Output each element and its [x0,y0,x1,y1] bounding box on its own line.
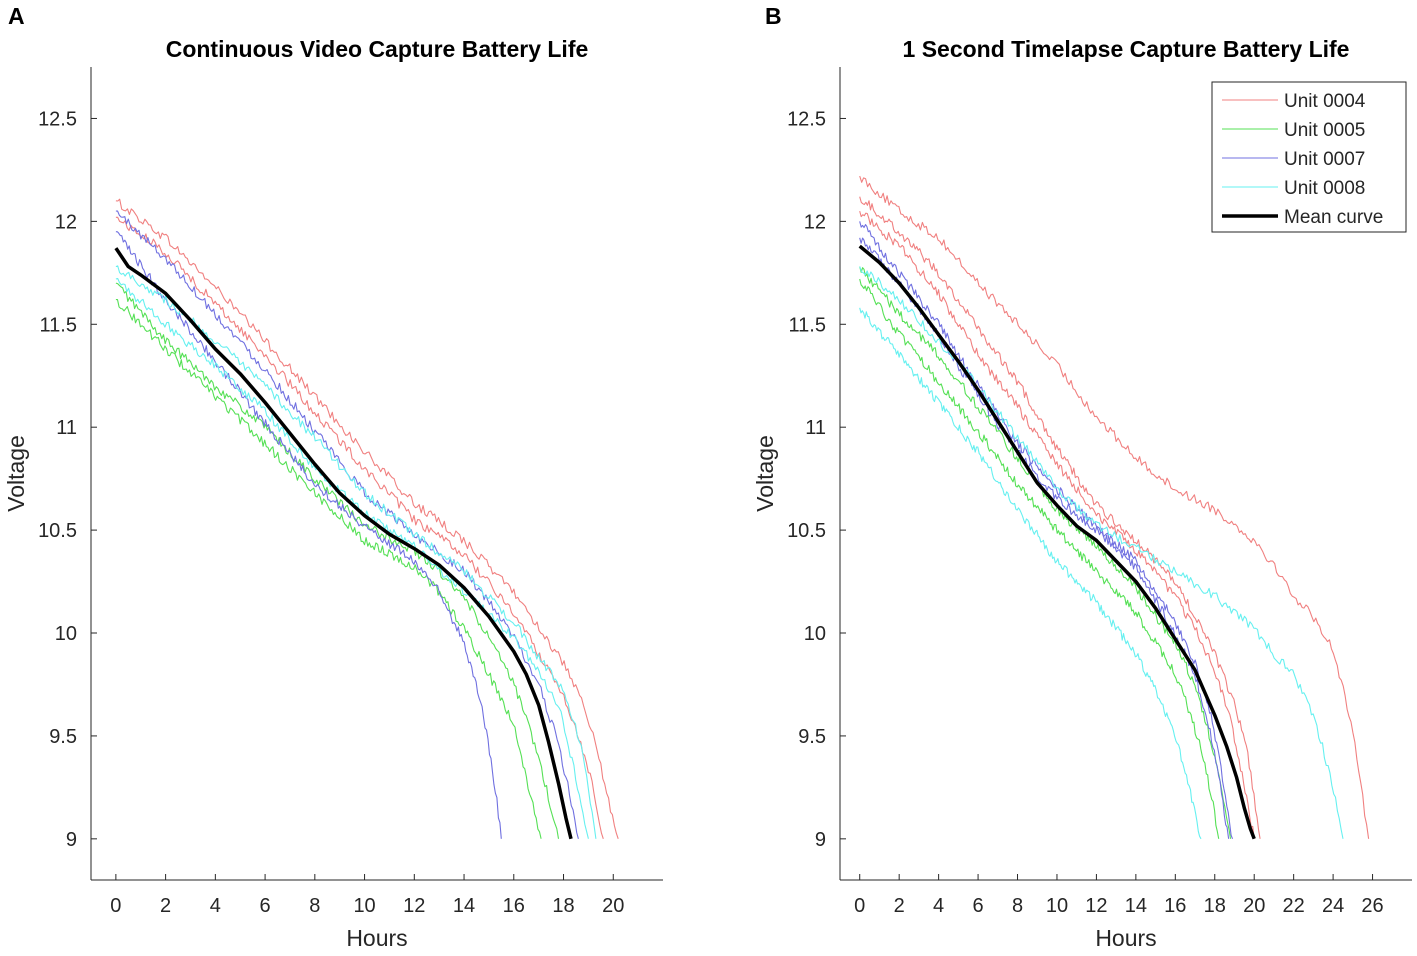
chart-title: 1 Second Timelapse Capture Battery Life [903,36,1350,62]
x-tick-label: 6 [973,895,984,917]
series-line-unit-0007 [115,231,502,839]
series-line-unit-0007 [859,221,1234,839]
x-tick-label: 12 [403,895,425,917]
chart-title: Continuous Video Capture Battery Life [166,36,589,62]
y-tick-label: 12.5 [787,108,826,130]
legend-label: Mean curve [1284,207,1383,228]
x-tick-label: 2 [894,895,905,917]
series-line-unit-0008 [859,307,1202,840]
x-tick-label: 2 [160,895,171,917]
x-tick-label: 8 [1012,895,1023,917]
series-line-unit-0007 [859,237,1230,839]
x-tick-label: 22 [1283,895,1305,917]
x-axis-title: Hours [1095,925,1156,951]
panel-letter: B [765,3,782,29]
y-tick-label: 9.5 [798,726,826,748]
series-line-unit-0005 [115,299,542,839]
y-tick-label: 11 [56,417,77,439]
y-tick-label: 10.5 [787,520,826,542]
legend-label: Unit 0005 [1284,120,1365,141]
x-tick-label: 8 [309,895,320,917]
legend-label: Unit 0007 [1284,149,1365,170]
legend-box [1211,81,1407,233]
x-tick-label: 20 [602,895,624,917]
x-axis-title: Hours [346,925,407,951]
x-tick-label: 16 [1164,895,1186,917]
x-tick-label: 0 [854,895,865,917]
series-line-unit-0004 [115,216,604,839]
y-tick-label: 11 [805,417,826,439]
x-tick-label: 4 [933,895,944,917]
x-tick-label: 18 [552,895,574,917]
chart-panel-b: B 1 Second Timelapse Capture Battery Life… [752,3,1412,951]
y-tick-label: 11.5 [789,314,826,336]
x-tick-label: 20 [1243,895,1265,917]
series-line-unit-0007 [115,210,579,839]
y-tick-label: 10 [804,623,826,645]
series-line-unit-0005 [859,266,1232,839]
x-tick-label: 4 [210,895,221,917]
y-tick-label: 11.5 [40,314,77,336]
x-tick-label: 18 [1204,895,1226,917]
x-tick-label: 12 [1085,895,1107,917]
x-tick-label: 14 [1125,895,1147,917]
y-axis-title: Voltage [3,435,29,512]
series-line-unit-0004 [859,210,1255,839]
series-line-unit-0004 [859,196,1261,839]
panel-letter: A [8,3,25,29]
y-tick-label: 10 [55,623,77,645]
x-tick-label: 14 [453,895,475,917]
y-tick-label: 12 [804,211,826,233]
series-line-unit-0005 [859,278,1220,839]
legend: Unit 0004 Unit 0005 Unit 0007 Unit 0008 Mean… [1211,81,1407,233]
x-tick-label: 24 [1322,895,1344,917]
series-line-unit-0008 [115,277,589,839]
y-tick-label: 12.5 [38,108,77,130]
x-tick-label: 26 [1361,895,1383,917]
y-tick-label: 9.5 [49,726,77,748]
x-tick-label: 10 [353,895,375,917]
y-tick-label: 12 [55,211,77,233]
x-tick-label: 6 [260,895,271,917]
series-line-unit-0004 [115,198,619,839]
x-tick-label: 16 [503,895,525,917]
series-line-unit-0008 [115,265,597,839]
mean-curve-line [114,247,573,840]
chart-panel-a: A Continuous Video Capture Battery Life 0 2… [3,3,663,951]
series-line-unit-0008 [859,266,1344,839]
series-line-unit-0004 [859,175,1370,839]
x-tick-label: 0 [110,895,121,917]
y-tick-label: 10.5 [38,520,77,542]
y-tick-label: 9 [66,829,77,851]
y-tick-label: 9 [815,829,826,851]
y-axis-title: Voltage [752,435,778,512]
mean-curve-line [858,244,1256,840]
x-tick-label: 10 [1046,895,1068,917]
legend-label: Unit 0004 [1284,91,1366,112]
legend-label: Unit 0008 [1284,178,1365,199]
